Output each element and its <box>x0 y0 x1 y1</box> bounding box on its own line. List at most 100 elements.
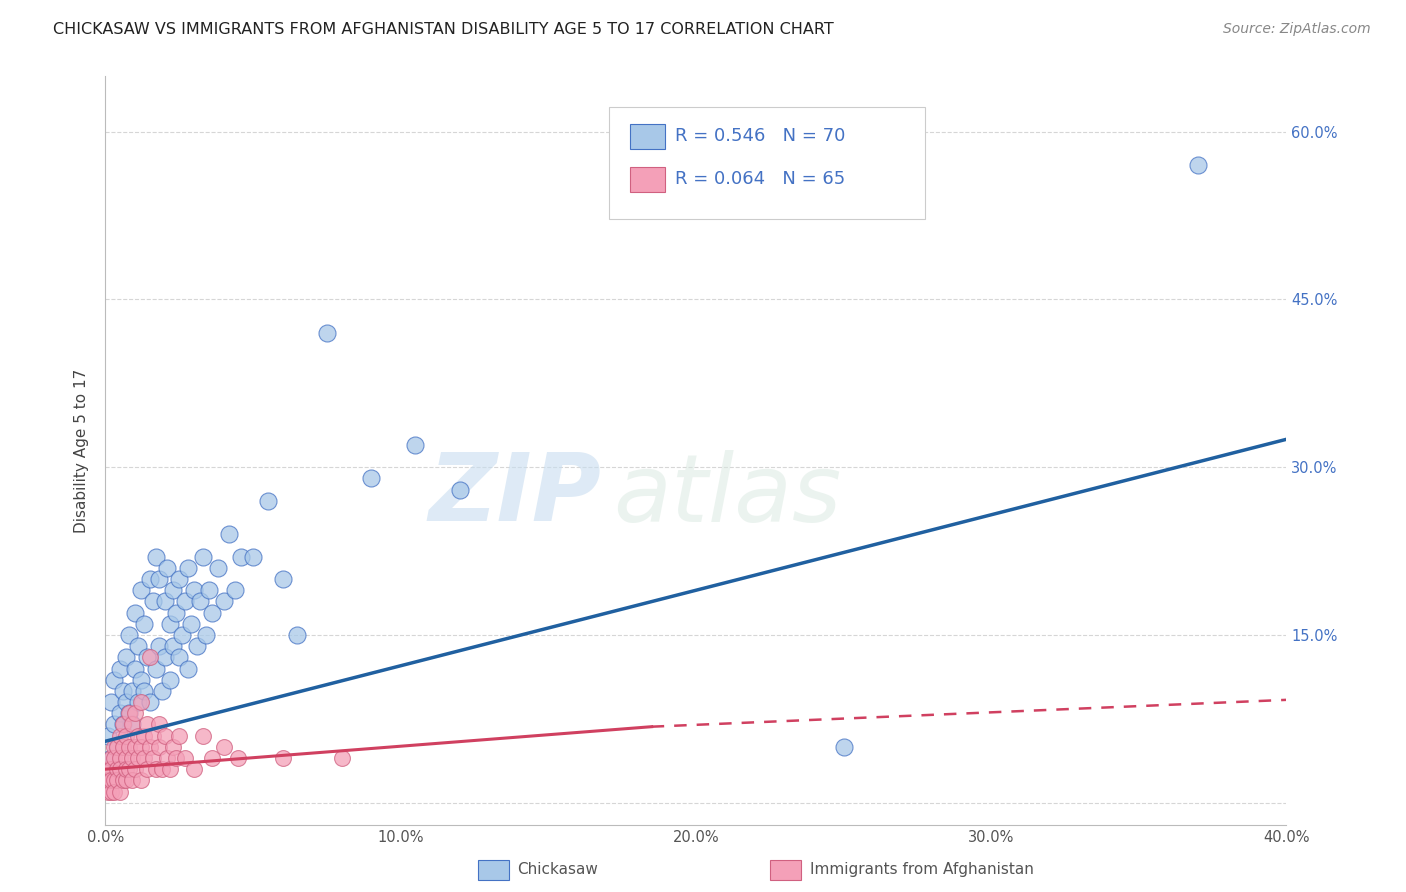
Point <box>124 606 146 620</box>
Text: CHICKASAW VS IMMIGRANTS FROM AFGHANISTAN DISABILITY AGE 5 TO 17 CORRELATION CHAR: CHICKASAW VS IMMIGRANTS FROM AFGHANISTAN… <box>53 22 834 37</box>
Point <box>115 773 138 788</box>
Point <box>148 717 170 731</box>
Point <box>132 616 155 631</box>
Point <box>257 493 280 508</box>
Point <box>145 661 167 675</box>
Point <box>135 762 157 776</box>
Point <box>156 561 179 575</box>
Point <box>224 583 246 598</box>
Point <box>145 549 167 564</box>
Point <box>162 739 184 754</box>
Point <box>110 762 132 776</box>
Point <box>159 616 181 631</box>
Point <box>159 673 181 687</box>
Point <box>172 628 194 642</box>
Point <box>153 729 176 743</box>
Y-axis label: Disability Age 5 to 17: Disability Age 5 to 17 <box>75 368 90 533</box>
Point <box>127 639 149 653</box>
Point <box>121 717 143 731</box>
Point <box>218 527 240 541</box>
Point <box>135 650 157 665</box>
Point <box>103 673 125 687</box>
Point <box>115 695 138 709</box>
Point <box>191 729 214 743</box>
Point <box>127 729 149 743</box>
Point <box>135 717 157 731</box>
Point <box>183 762 205 776</box>
Point <box>115 762 138 776</box>
Point <box>405 438 427 452</box>
Text: R = 0.064   N = 65: R = 0.064 N = 65 <box>675 170 845 188</box>
Point <box>105 739 128 754</box>
Text: Source: ZipAtlas.com: Source: ZipAtlas.com <box>1223 22 1371 37</box>
Point <box>360 471 382 485</box>
Point <box>191 549 214 564</box>
Point <box>212 739 235 754</box>
Point <box>127 695 149 709</box>
Point <box>127 751 149 765</box>
Point <box>148 639 170 653</box>
Point <box>121 684 143 698</box>
Point <box>150 762 173 776</box>
Point <box>112 684 135 698</box>
Point <box>138 739 162 754</box>
Point <box>118 706 141 721</box>
Point <box>112 717 135 731</box>
Point <box>138 572 162 586</box>
Point <box>100 695 122 709</box>
Point <box>97 729 120 743</box>
Point <box>186 639 208 653</box>
Point <box>177 561 200 575</box>
Point <box>121 717 143 731</box>
Point <box>132 751 155 765</box>
Point <box>207 561 229 575</box>
Point <box>188 594 211 608</box>
Point <box>212 594 235 608</box>
Point <box>118 628 141 642</box>
Point <box>112 717 135 731</box>
Point <box>315 326 337 340</box>
Point <box>100 773 122 788</box>
Point <box>118 739 141 754</box>
Point <box>174 594 197 608</box>
Point <box>153 594 176 608</box>
Point <box>124 739 146 754</box>
Text: ZIP: ZIP <box>429 450 602 541</box>
Point <box>103 739 125 754</box>
Point <box>156 751 179 765</box>
Point <box>115 751 138 765</box>
Point <box>231 549 253 564</box>
Point <box>97 762 120 776</box>
Point <box>100 762 122 776</box>
Point <box>115 650 138 665</box>
Point <box>142 751 165 765</box>
Point <box>103 751 125 765</box>
Point <box>112 739 135 754</box>
Point <box>832 739 855 754</box>
Point <box>165 751 187 765</box>
Point <box>183 583 205 598</box>
Point <box>271 572 294 586</box>
Point <box>1187 158 1209 172</box>
Point <box>103 784 125 798</box>
Text: R = 0.546   N = 70: R = 0.546 N = 70 <box>675 128 845 145</box>
Point <box>449 483 471 497</box>
Point <box>105 762 128 776</box>
Point <box>177 661 200 675</box>
Point <box>174 751 197 765</box>
Point <box>129 695 152 709</box>
Point <box>153 650 176 665</box>
Point <box>201 751 224 765</box>
Text: Chickasaw: Chickasaw <box>517 863 599 877</box>
Point <box>169 729 191 743</box>
Point <box>129 583 152 598</box>
Point <box>115 729 138 743</box>
Point <box>124 706 146 721</box>
Point <box>112 773 135 788</box>
Point <box>197 583 219 598</box>
Point <box>165 606 187 620</box>
Point <box>110 661 132 675</box>
Point <box>145 762 167 776</box>
Point <box>110 729 132 743</box>
Point <box>129 673 152 687</box>
